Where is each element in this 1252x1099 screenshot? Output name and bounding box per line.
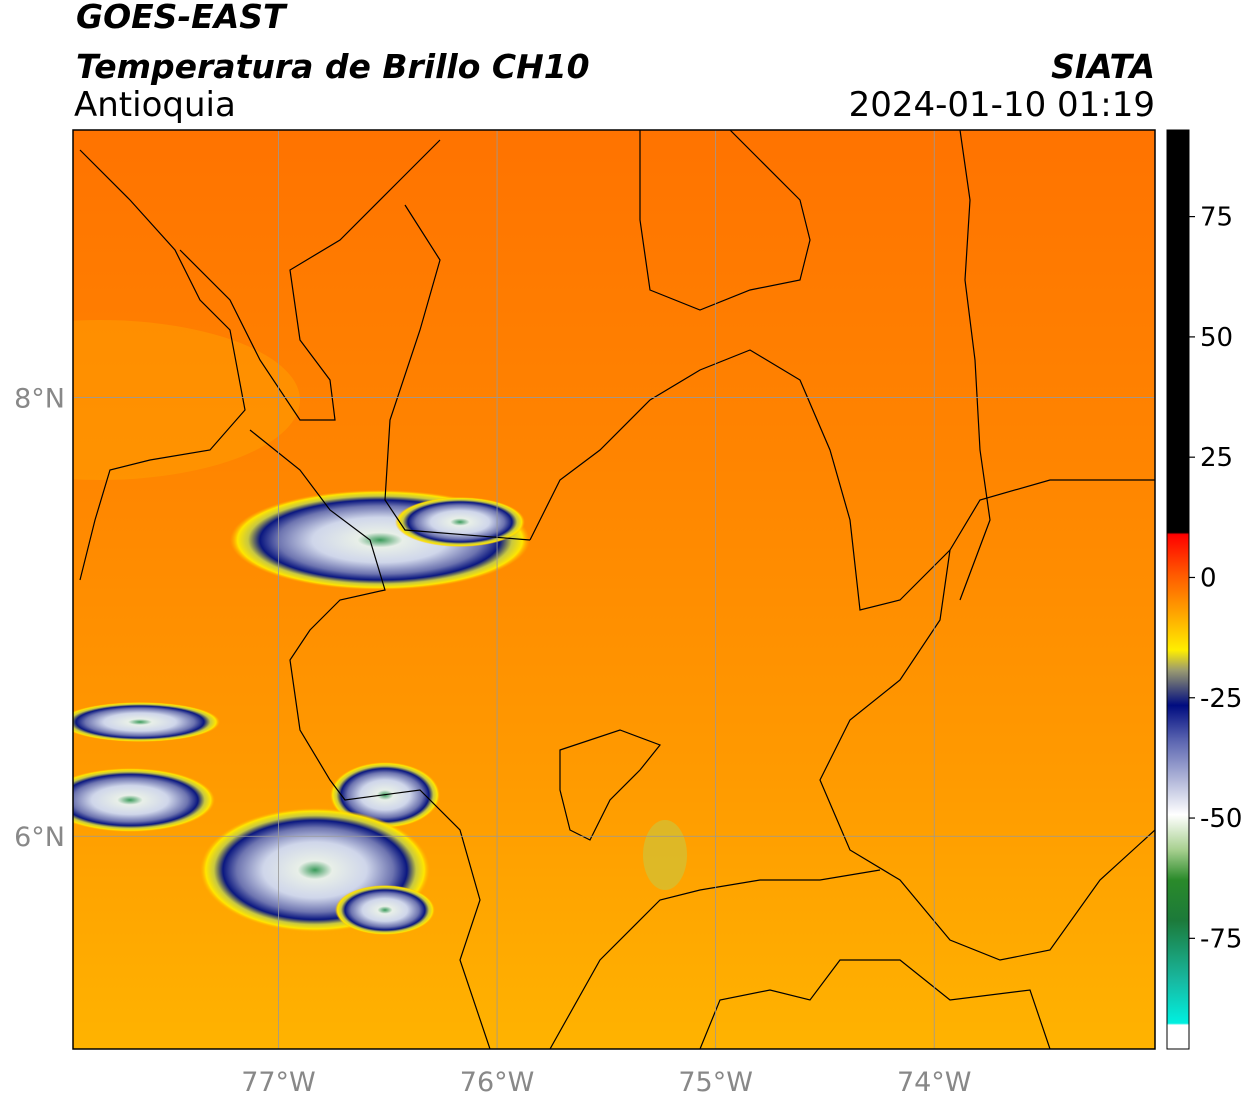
colorbar-tick-label: -75 [1200, 924, 1242, 954]
x-tick-label: 77°W [241, 1067, 316, 1098]
datetime: 2024-01-10 01:19 [849, 85, 1155, 125]
title: GOES-EAST [76, 0, 288, 36]
colorbar [1166, 129, 1190, 1050]
subtitle: Temperatura de Brillo CH10 [76, 47, 590, 86]
warm-area [73, 320, 300, 480]
x-tick-label: 75°W [678, 1067, 753, 1098]
map [73, 130, 1155, 1049]
colorbar-tick-label: -50 [1200, 804, 1242, 834]
source: SIATA [1051, 47, 1155, 86]
colorbar-tick-label: -25 [1200, 684, 1242, 714]
region: Antioquia [74, 85, 236, 125]
cloud [73, 702, 220, 742]
cloud [73, 768, 215, 832]
cloud [395, 497, 525, 547]
cloud [335, 885, 435, 935]
x-tick-label: 74°W [897, 1067, 972, 1098]
y-tick-label: 8°N [14, 384, 65, 415]
axes: 77°W 76°W 75°W 74°W 8°N 6°N 75 50 25 0 -25 -50 -75 [14, 203, 1242, 1098]
map-frame [72, 129, 1156, 1050]
x-tick-label: 76°W [460, 1067, 535, 1098]
colorbar-tick-label: 50 [1200, 323, 1233, 353]
y-tick-label: 6°N [14, 822, 65, 853]
colorbar-tick-label: 0 [1200, 563, 1217, 593]
colorbar-tick-label: 25 [1200, 443, 1233, 473]
cloud [643, 820, 687, 890]
borders [79, 130, 1155, 1049]
colorbar-tick-label: 75 [1200, 203, 1233, 233]
